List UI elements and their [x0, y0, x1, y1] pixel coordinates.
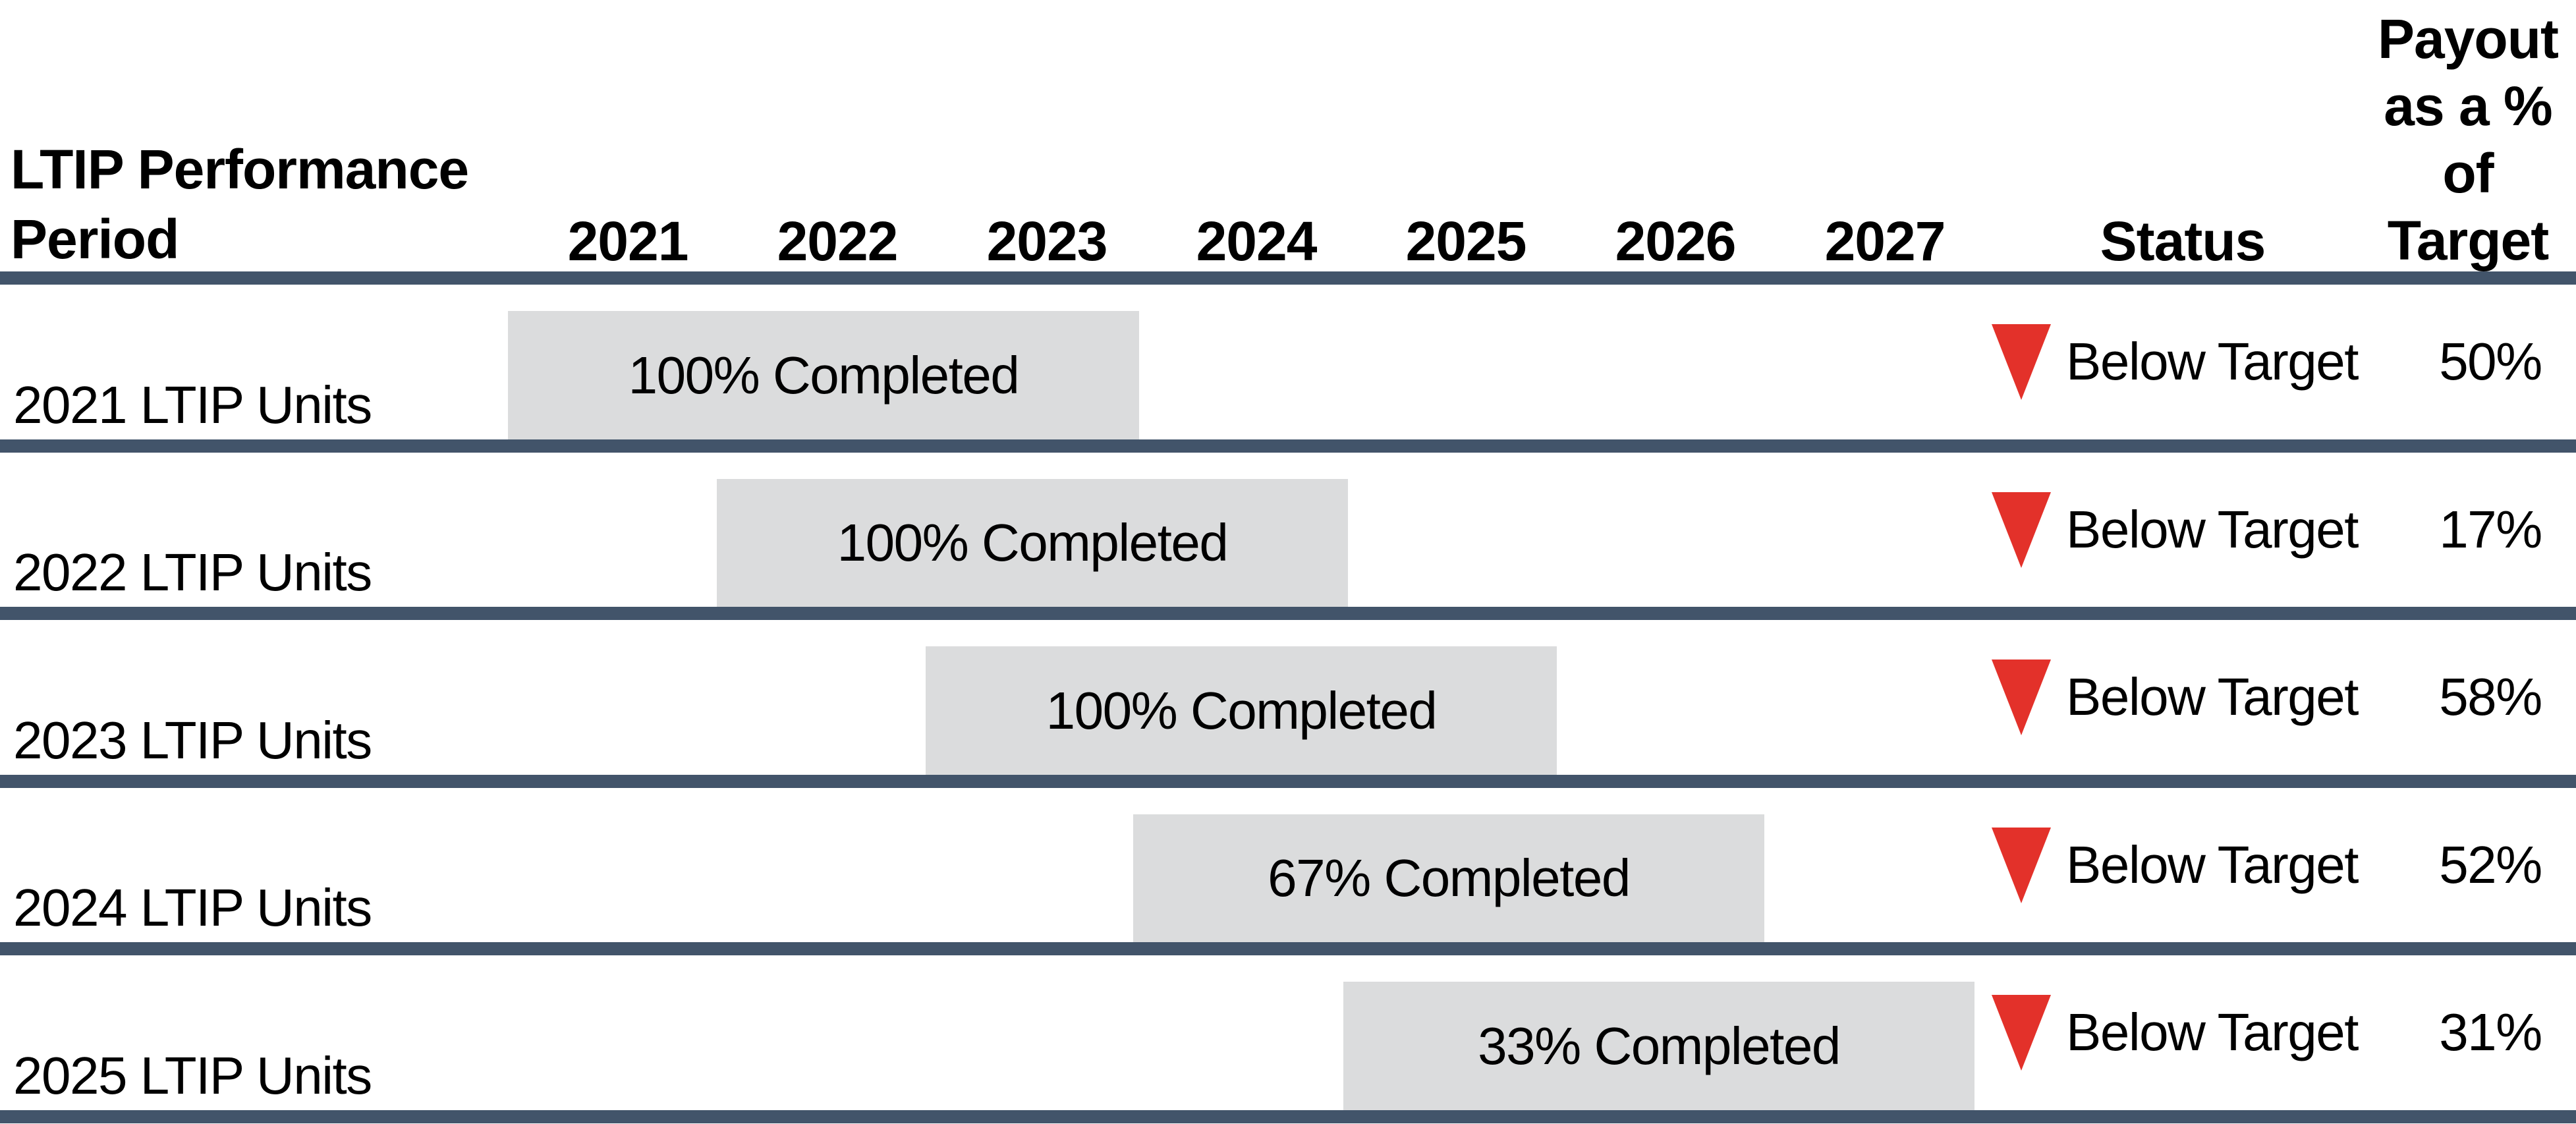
- payout-value: 58%: [2439, 667, 2542, 726]
- payout-header-line4: Target: [2387, 210, 2549, 271]
- row-divider-3: [0, 775, 2576, 788]
- row-label-2021-ltip: 2021 LTIP Units: [13, 376, 372, 434]
- status-value: Below Target: [2066, 332, 2359, 391]
- period-bar-2022-ltip: 100% Completed: [717, 479, 1348, 607]
- year-header-2022: 2022: [777, 210, 899, 272]
- payout-column-header: Payout as a % of Target: [2369, 5, 2567, 274]
- bar-completion-text: 100% Completed: [837, 513, 1229, 572]
- chart-title-line1: LTIP Performance: [11, 138, 469, 200]
- row-divider-4: [0, 942, 2576, 955]
- payout-header-line1: Payout: [2377, 8, 2559, 70]
- row-label-2025-ltip: 2025 LTIP Units: [13, 1046, 372, 1105]
- status-column-header: Status: [2100, 210, 2266, 272]
- bar-completion-text: 67% Completed: [1268, 849, 1631, 907]
- period-bar-2025-ltip: 33% Completed: [1343, 982, 1974, 1110]
- period-bar-2021-ltip: 100% Completed: [508, 311, 1139, 439]
- bar-completion-text: 33% Completed: [1478, 1016, 1841, 1075]
- chart-title-line2: Period: [11, 208, 179, 270]
- payout-value: 52%: [2439, 835, 2542, 894]
- below-target-triangle-icon: [1992, 660, 2051, 735]
- row-label-2023-ltip: 2023 LTIP Units: [13, 711, 372, 770]
- year-header-2027: 2027: [1824, 210, 1946, 272]
- row-divider-2: [0, 607, 2576, 620]
- period-bar-2023-ltip: 100% Completed: [926, 646, 1557, 775]
- chart-title: LTIP Performance Period: [11, 134, 469, 274]
- below-target-triangle-icon: [1992, 995, 2051, 1071]
- status-value: Below Target: [2066, 500, 2359, 559]
- row-divider-5: [0, 1110, 2576, 1123]
- year-header-2021: 2021: [567, 210, 689, 272]
- status-value: Below Target: [2066, 667, 2359, 726]
- payout-header-line3: of: [2442, 142, 2494, 204]
- bar-completion-text: 100% Completed: [1046, 681, 1438, 740]
- status-value: Below Target: [2066, 1003, 2359, 1061]
- status-value: Below Target: [2066, 835, 2359, 894]
- below-target-triangle-icon: [1992, 324, 2051, 400]
- below-target-triangle-icon: [1992, 828, 2051, 903]
- payout-header-line2: as a %: [2384, 75, 2553, 137]
- year-header-2023: 2023: [986, 210, 1108, 272]
- year-header-2026: 2026: [1615, 210, 1737, 272]
- row-label-2024-ltip: 2024 LTIP Units: [13, 878, 372, 937]
- header-rule: [0, 271, 2576, 285]
- payout-value: 50%: [2439, 332, 2542, 391]
- bar-completion-text: 100% Completed: [628, 345, 1020, 405]
- payout-value: 17%: [2439, 500, 2542, 559]
- period-bar-2024-ltip: 67% Completed: [1133, 814, 1764, 942]
- below-target-triangle-icon: [1992, 492, 2051, 568]
- year-header-2025: 2025: [1405, 210, 1527, 272]
- payout-value: 31%: [2439, 1003, 2542, 1061]
- row-label-2022-ltip: 2022 LTIP Units: [13, 543, 372, 602]
- year-header-2024: 2024: [1196, 210, 1318, 272]
- row-divider-1: [0, 439, 2576, 453]
